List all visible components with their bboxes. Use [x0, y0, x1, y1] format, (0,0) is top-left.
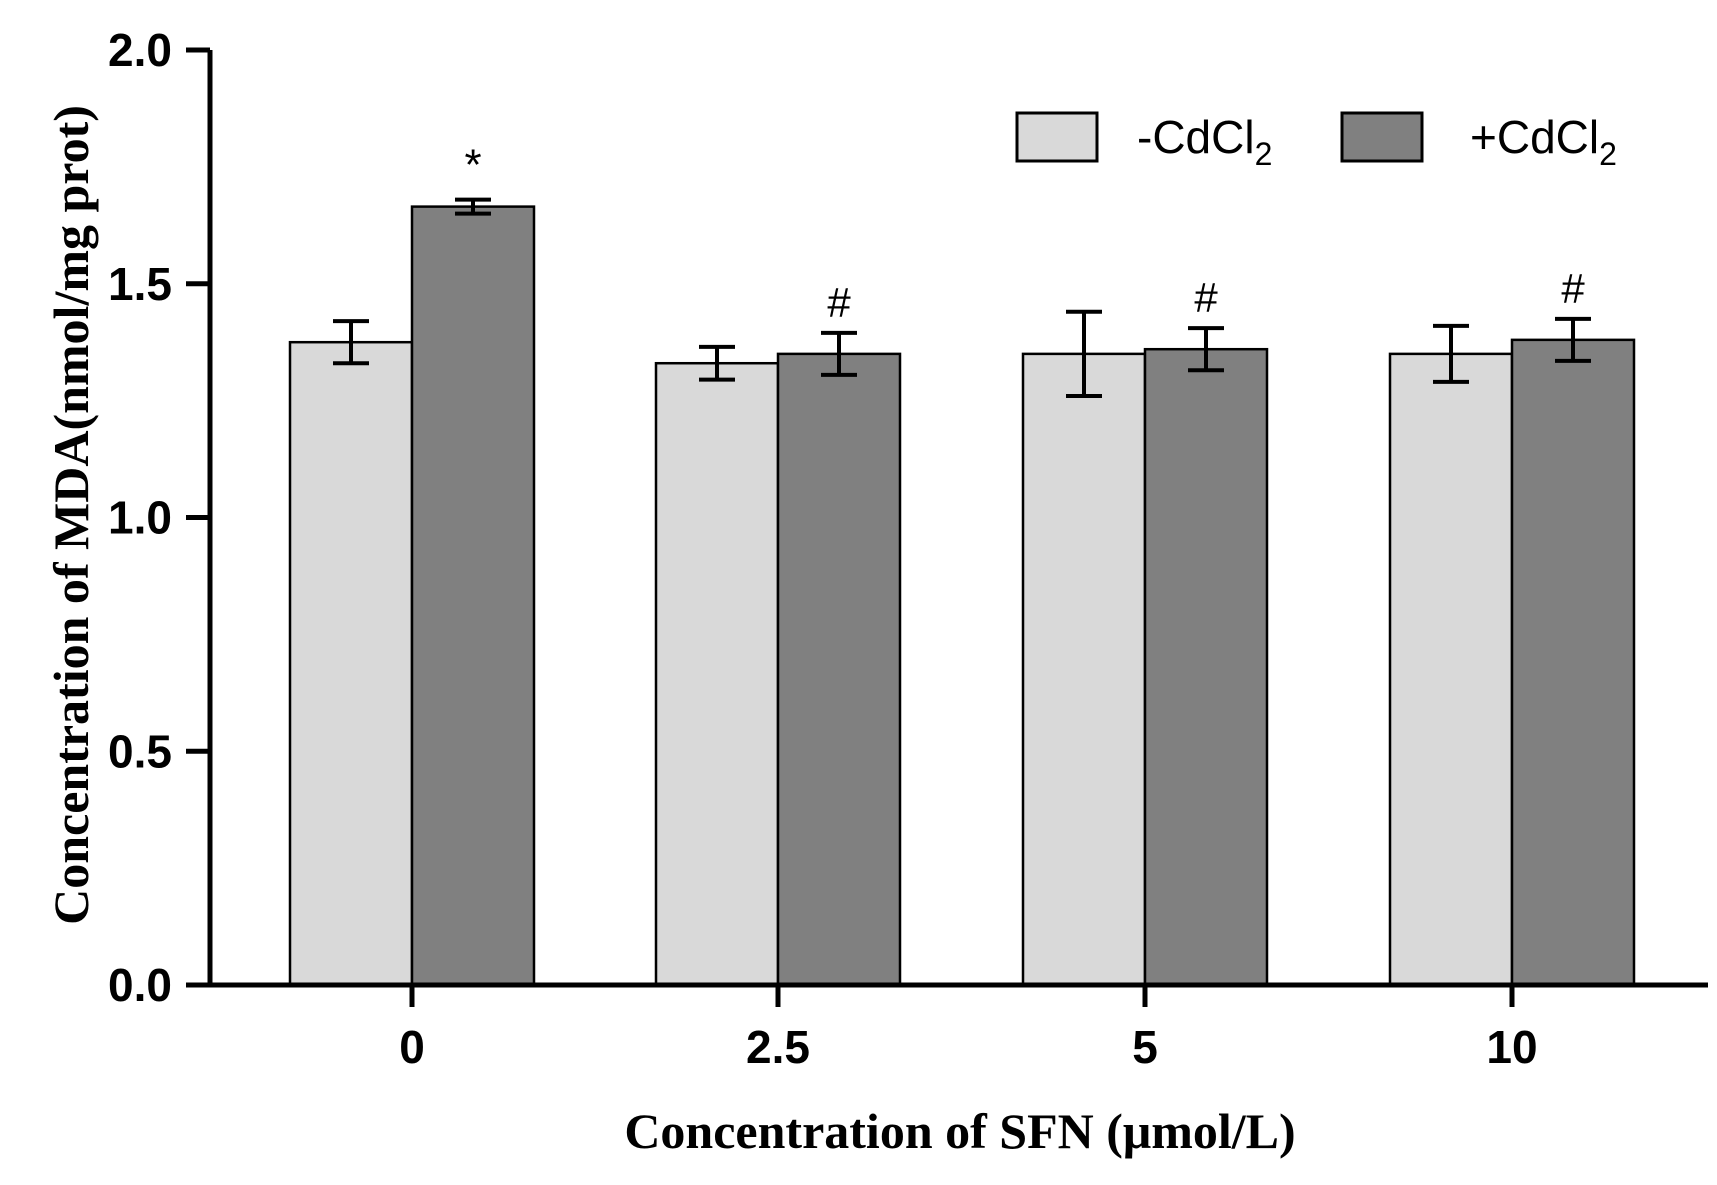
x-tick-label: 2.5: [746, 1021, 810, 1073]
legend-label: +CdCl2: [1470, 111, 1617, 172]
bar-minus-cdcl2-2_5: [654, 361, 780, 987]
error-bar: [455, 197, 491, 216]
y-axis-label: Concentration of MDA(nmol/mg prot): [43, 105, 99, 925]
bar-minus-cdcl2-10: [1388, 352, 1514, 987]
bar-minus-cdcl2-0: [288, 340, 414, 987]
y-tick-label: 0.5: [108, 725, 172, 777]
y-tick-label: 0.0: [108, 959, 172, 1011]
error-bar: [1555, 316, 1591, 363]
y-tick-label: 2.0: [108, 24, 172, 76]
error-bar: [1433, 323, 1469, 384]
error-bar: [1066, 309, 1102, 398]
significance-star: *: [464, 141, 481, 190]
significance-hash: #: [1194, 274, 1218, 321]
x-tick-label: 0: [399, 1021, 425, 1073]
bar-plus-cdcl2-5: [1143, 347, 1269, 987]
y-tick-label: 1.0: [108, 492, 172, 544]
significance-hash: #: [827, 279, 851, 326]
bar-minus-cdcl2-5: [1021, 352, 1147, 987]
significance-hash: #: [1561, 265, 1585, 312]
legend-item-plus-cdcl2: +CdCl2: [1340, 111, 1617, 172]
legend: -CdCl2 +CdCl2: [1015, 111, 1617, 172]
bar-plus-cdcl2-0: [410, 205, 536, 987]
x-axis-label: Concentration of SFN (μmol/L): [624, 1103, 1295, 1159]
legend-swatch: [1340, 111, 1424, 163]
bar-plus-cdcl2-10: [1510, 338, 1636, 987]
bars-layer: * # # #: [288, 141, 1636, 987]
error-bar: [699, 344, 735, 382]
bar-plus-cdcl2-2_5: [776, 352, 902, 987]
error-bar: [1188, 326, 1224, 373]
ticks-layer: 0.0 0.5 1.0 1.5 2.0 0 2.5 5 10: [108, 24, 1538, 1073]
y-tick-label: 1.5: [108, 258, 172, 310]
legend-label: -CdCl2: [1137, 111, 1272, 172]
legend-swatch: [1015, 111, 1099, 163]
error-bar: [333, 319, 369, 366]
legend-item-minus-cdcl2: -CdCl2: [1015, 111, 1272, 172]
x-tick-label: 5: [1132, 1021, 1158, 1073]
x-tick-label: 10: [1486, 1021, 1537, 1073]
error-bar: [821, 330, 857, 377]
